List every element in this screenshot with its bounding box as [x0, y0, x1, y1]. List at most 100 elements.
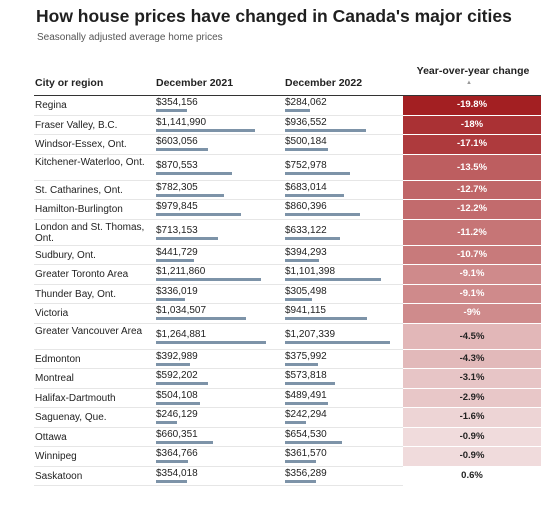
price-dec-2022: $1,101,398 — [285, 266, 336, 277]
table-row: St. Catharines, Ont. $782,305 $683,014 -12.… — [34, 180, 541, 200]
row-divider — [34, 244, 403, 246]
price-dec-2021: $504,108 — [156, 389, 198, 401]
price-dec-2021-bar — [156, 401, 200, 405]
table-row: Kitchener-Waterloo, Ont. $870,553 $752,978… — [34, 154, 541, 181]
change-cell: -18% — [403, 115, 541, 134]
city-name: Fraser Valley, B.C. — [35, 119, 118, 131]
price-dec-2022: $394,293 — [285, 246, 327, 258]
change-cell: -1.6% — [403, 408, 541, 427]
table-row: London and St. Thomas, Ont. $713,153 $633,… — [34, 219, 541, 246]
price-dec-2021-bar — [156, 148, 208, 151]
price-dec-2021-bar — [156, 193, 224, 197]
price-dec-2021: $660,351 — [156, 428, 198, 440]
city-name: Winnipeg — [35, 451, 77, 462]
change-cell: 0.6% — [403, 466, 541, 485]
price-dec-2022: $654,530 — [285, 428, 327, 440]
column-header-dec-2021[interactable]: December 2021 — [156, 77, 234, 89]
row-divider — [34, 485, 403, 486]
price-dec-2021: $246,129 — [156, 409, 198, 420]
price-dec-2021-bar — [156, 236, 218, 240]
price-dec-2022: $361,570 — [285, 448, 327, 459]
change-cell: -0.9% — [403, 447, 541, 466]
price-dec-2022-bar — [285, 401, 328, 405]
city-name: Edmonton — [35, 353, 81, 365]
price-dec-2022-bar — [285, 440, 342, 444]
price-dec-2021-bar — [156, 317, 246, 320]
table-row: Greater Vancouver Area $1,264,881 $1,207,3… — [34, 323, 541, 350]
row-divider — [34, 114, 403, 116]
price-dec-2021: $336,019 — [156, 285, 198, 297]
price-dec-2021: $870,553 — [156, 159, 198, 171]
price-dec-2021: $364,766 — [156, 448, 198, 459]
price-dec-2022-bar — [285, 109, 310, 112]
row-divider — [34, 153, 403, 155]
header-divider — [34, 95, 541, 96]
change-cell: -17.1% — [403, 135, 541, 154]
price-dec-2022-bar — [285, 382, 335, 385]
price-dec-2021: $1,141,990 — [156, 116, 207, 128]
price-dec-2022-bar — [285, 171, 350, 175]
city-name: Victoria — [35, 308, 69, 319]
price-dec-2021-bar — [156, 213, 241, 216]
price-dec-2022: $633,122 — [285, 224, 327, 236]
table-row: Thunder Bay, Ont. $336,019 $305,498 -9.1% — [34, 284, 541, 304]
city-name: Greater Toronto Area — [35, 269, 129, 280]
price-dec-2021: $713,153 — [156, 224, 198, 236]
column-header-dec-2022[interactable]: December 2022 — [285, 77, 363, 89]
price-dec-2022: $356,289 — [285, 467, 327, 479]
city-name: Greater Vancouver Area — [35, 325, 143, 337]
price-dec-2022-bar — [285, 148, 328, 151]
price-dec-2022: $305,498 — [285, 285, 327, 297]
city-name: Hamilton-Burlington — [35, 204, 123, 215]
change-cell: -9.1% — [403, 284, 541, 303]
price-dec-2022: $941,115 — [285, 305, 326, 316]
price-dec-2021-bar — [156, 440, 213, 444]
price-dec-2022: $284,062 — [285, 97, 327, 108]
change-cell: -4.5% — [403, 323, 541, 349]
price-dec-2021-bar — [156, 421, 177, 424]
price-dec-2021-bar — [156, 382, 208, 385]
price-dec-2021-bar — [156, 460, 188, 463]
price-dec-2021: $592,202 — [156, 370, 198, 381]
change-cell: -0.9% — [403, 427, 541, 446]
row-divider — [34, 322, 403, 324]
price-dec-2022: $500,184 — [285, 136, 327, 147]
column-header-change[interactable]: Year-over-year change — [416, 65, 530, 77]
price-dec-2021: $441,729 — [156, 246, 198, 258]
city-name: St. Catharines, Ont. — [35, 184, 123, 196]
price-dec-2022: $1,207,339 — [285, 328, 336, 340]
chart-title: How house prices have changed in Canada'… — [36, 6, 512, 26]
price-dec-2022: $242,294 — [285, 409, 327, 420]
column-header-city[interactable]: City or region — [35, 77, 104, 89]
change-cell: -13.5% — [403, 154, 541, 180]
row-divider — [34, 283, 403, 285]
price-dec-2022-bar — [285, 213, 360, 216]
price-dec-2022-bar — [285, 460, 316, 463]
price-dec-2022: $936,552 — [285, 116, 327, 128]
price-dec-2021-bar — [156, 278, 261, 281]
price-dec-2021-bar — [156, 171, 232, 175]
price-dec-2022: $573,818 — [285, 370, 327, 381]
table-row: Winnipeg $364,766 $361,570 -0.9% — [34, 447, 541, 467]
table-row: Halifax-Dartmouth $504,108 $489,491 -2.9% — [34, 388, 541, 408]
change-cell: -10.7% — [403, 245, 541, 264]
row-divider — [34, 199, 403, 200]
city-name: Ottawa — [35, 431, 67, 443]
sort-ascending-icon[interactable]: ▲ — [466, 80, 472, 86]
row-divider — [34, 348, 403, 350]
price-dec-2021-bar — [156, 479, 187, 483]
city-name: Thunder Bay, Ont. — [35, 288, 116, 300]
row-divider — [34, 446, 403, 447]
price-dec-2022-bar — [285, 193, 344, 197]
change-cell: -11.2% — [403, 219, 541, 245]
price-dec-2022-bar — [285, 421, 306, 424]
price-dec-2022-bar — [285, 128, 366, 132]
chart-subtitle: Seasonally adjusted average home prices — [37, 32, 223, 43]
city-name: Saskatoon — [35, 470, 83, 482]
change-cell: -19.8% — [403, 96, 541, 115]
price-dec-2021-bar — [156, 128, 255, 132]
price-dec-2022-bar — [285, 236, 340, 240]
price-dec-2021: $1,034,507 — [156, 305, 207, 316]
price-dec-2022: $375,992 — [285, 350, 327, 362]
